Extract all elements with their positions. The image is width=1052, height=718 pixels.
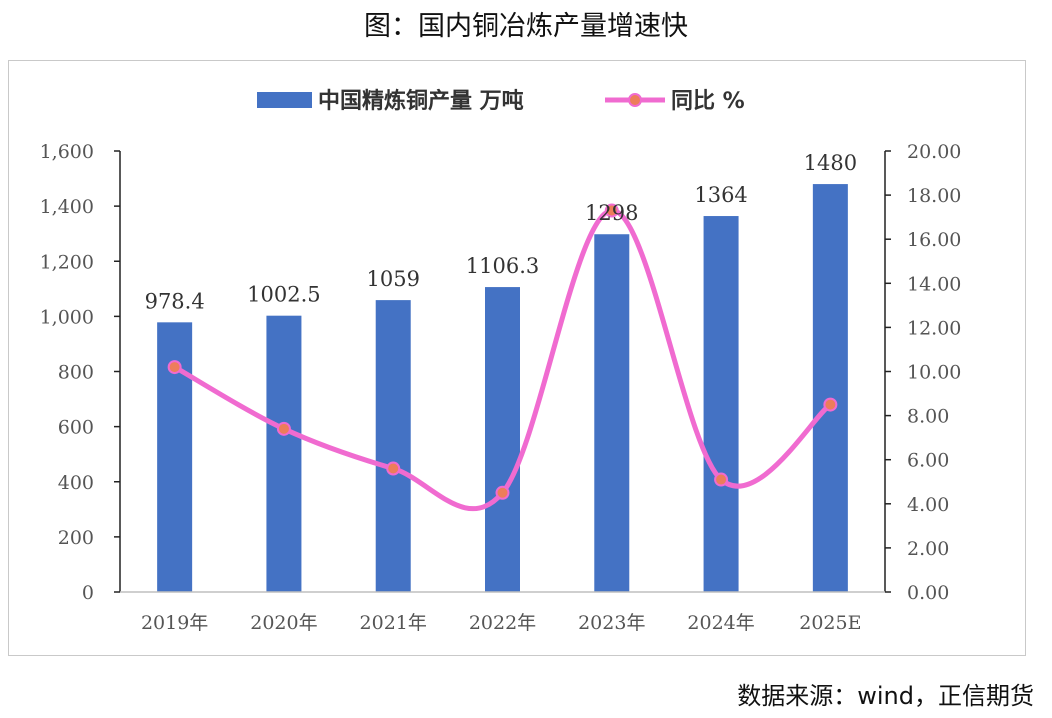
legend: 中国精炼铜产量 万吨 同比 % xyxy=(257,88,745,114)
right-tick-label-7: 14.00 xyxy=(907,273,961,295)
yoy-point-4 xyxy=(604,203,619,218)
source-note: 数据来源：wind，正信期货 xyxy=(737,682,1034,710)
chart-frame xyxy=(8,60,1026,656)
left-tick-label-1: 200 xyxy=(58,527,94,549)
bar-value-label-0: 978.4 xyxy=(145,289,205,313)
legend-line-marker xyxy=(628,93,642,107)
category-label-5: 2024年 xyxy=(687,612,754,634)
bar-2 xyxy=(375,300,411,592)
left-tick-label-3: 600 xyxy=(58,417,94,439)
left-tick-label-2: 400 xyxy=(58,472,94,494)
chart-title: 图：国内铜冶炼产量增速快 xyxy=(364,11,688,42)
left-tick-label-6: 1,200 xyxy=(40,251,94,273)
right-tick-label-3: 6.00 xyxy=(907,450,949,472)
left-tick-label-7: 1,400 xyxy=(40,196,94,218)
category-label-4: 2023年 xyxy=(578,612,645,634)
bar-3 xyxy=(485,287,520,592)
right-tick-label-9: 18.00 xyxy=(907,185,961,207)
right-tick-label-6: 12.00 xyxy=(907,317,961,339)
axes-layer: 0 200 400 600 800 1,000 1,200 1,400 1,600 0.00 2.0… xyxy=(40,141,962,634)
right-tick-label-1: 2.00 xyxy=(907,538,949,560)
yoy-point-5 xyxy=(714,472,729,487)
bar-value-label-1: 1002.5 xyxy=(247,283,320,307)
category-label-2: 2021年 xyxy=(360,612,427,634)
category-label-0: 2019年 xyxy=(141,612,208,634)
bars-layer xyxy=(157,184,848,593)
yoy-point-0 xyxy=(167,360,182,375)
yoy-point-3 xyxy=(495,485,510,500)
left-tick-label-0: 0 xyxy=(82,582,94,604)
bar-value-label-3: 1106.3 xyxy=(466,254,539,278)
yoy-point-6 xyxy=(823,397,838,412)
right-tick-label-8: 16.00 xyxy=(907,229,961,251)
bar-6 xyxy=(812,184,848,592)
bar-value-label-2: 1059 xyxy=(366,267,419,291)
legend-bar-swatch xyxy=(257,92,312,108)
right-tick-label-10: 20.00 xyxy=(907,141,961,163)
right-tick-label-4: 8.00 xyxy=(907,406,949,428)
bar-5 xyxy=(703,216,739,593)
left-tick-label-5: 1,000 xyxy=(40,306,94,328)
right-tick-label-5: 10.00 xyxy=(907,362,961,384)
yoy-point-1 xyxy=(276,421,291,436)
bar-1 xyxy=(266,315,302,592)
legend-bar-label: 中国精炼铜产量 万吨 xyxy=(318,88,524,114)
category-label-1: 2020年 xyxy=(250,612,317,634)
left-tick-label-4: 800 xyxy=(58,362,94,384)
bar-4 xyxy=(594,234,630,592)
yoy-point-2 xyxy=(386,461,401,476)
category-label-3: 2022年 xyxy=(469,612,536,634)
data-labels-layer: 978.4 1002.5 1059 1106.3 1298 1364 1480 xyxy=(145,151,858,313)
category-label-6: 2025E xyxy=(799,612,861,634)
line-layer xyxy=(167,203,838,511)
right-tick-label-0: 0.00 xyxy=(907,582,949,604)
legend-line-label: 同比 % xyxy=(671,89,745,114)
bar-value-label-5: 1364 xyxy=(694,183,747,207)
right-tick-label-2: 4.00 xyxy=(907,494,949,516)
bar-value-label-4: 1298 xyxy=(585,201,638,225)
bar-value-label-6: 1480 xyxy=(804,151,857,175)
left-tick-label-8: 1,600 xyxy=(40,141,94,163)
